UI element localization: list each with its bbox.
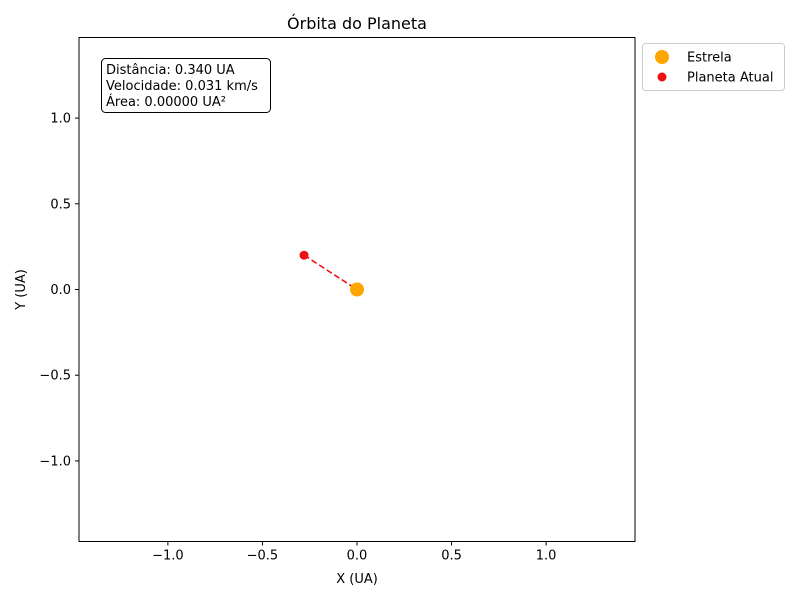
y-axis-label: Y (UA) (14, 269, 29, 311)
annotation-distance: Distância: 0.340 UA (106, 63, 235, 78)
legend-marker-planeta (657, 72, 667, 82)
plot-area (299, 250, 364, 297)
planet-point (299, 250, 309, 260)
star-point (350, 282, 364, 297)
y-tick-label: −0.5 (39, 369, 71, 384)
y-tick-label: 1.0 (50, 112, 71, 127)
info-annotation: Distância: 0.340 UA Velocidade: 0.031 km… (101, 58, 271, 113)
legend: Estrela Planeta Atual (642, 43, 785, 91)
x-tick-label: 1.0 (536, 549, 557, 564)
x-tick-label: −0.5 (247, 549, 279, 564)
y-tick-label: 0.5 (50, 197, 71, 212)
x-axis-label: X (UA) (336, 572, 378, 587)
planet-star-line (303, 254, 358, 291)
x-axis: −1.0 −0.5 0.0 0.5 1.0 (152, 541, 557, 564)
x-tick-label: 0.5 (441, 549, 462, 564)
annotation-area: Área: 0.00000 UA² (106, 94, 226, 110)
legend-frame (642, 43, 785, 91)
y-tick-label: −1.0 (39, 454, 71, 469)
chart-title: Órbita do Planeta (287, 14, 427, 33)
legend-label-planeta: Planeta Atual (687, 71, 773, 86)
legend-label-estrela: Estrela (687, 51, 732, 66)
annotation-box (101, 58, 271, 113)
legend-marker-estrela (655, 50, 669, 64)
y-axis: 1.0 0.5 0.0 −0.5 −1.0 (39, 112, 79, 469)
y-tick-label: 0.0 (50, 283, 71, 298)
annotation-velocity: Velocidade: 0.031 km/s (106, 79, 258, 94)
x-tick-label: 0.0 (347, 549, 368, 564)
x-tick-label: −1.0 (152, 549, 184, 564)
